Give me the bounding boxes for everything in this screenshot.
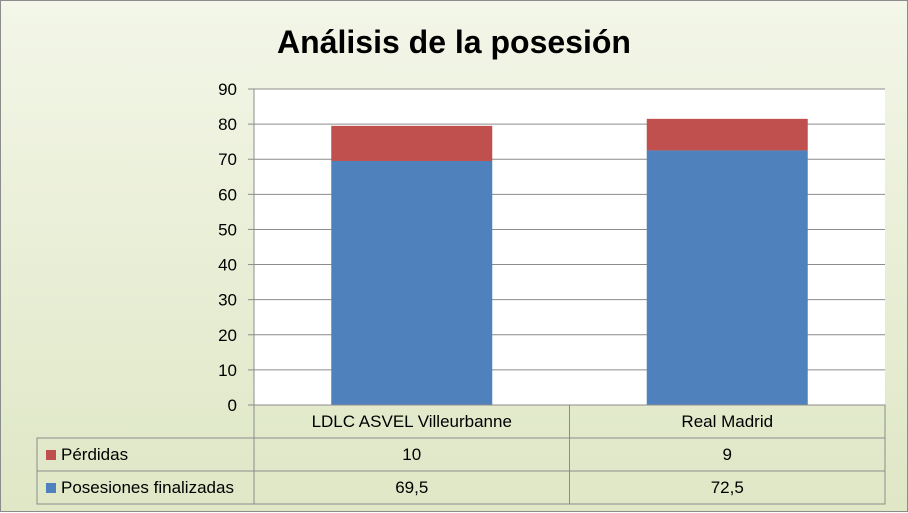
- legend-label: Posesiones finalizadas: [61, 478, 234, 497]
- y-axis: 0 10 20 30 40 50 60 70 80 90: [218, 80, 255, 415]
- bar-posesiones: [331, 160, 493, 405]
- y-tick-label: 20: [218, 326, 237, 345]
- bar-posesiones: [646, 150, 808, 405]
- data-label: 10: [402, 445, 421, 464]
- y-tick-label: 40: [218, 256, 237, 275]
- legend-swatch: [46, 450, 56, 460]
- bar-perdidas: [646, 118, 808, 151]
- y-tick-label: 30: [218, 291, 237, 310]
- x-tick-label: LDLC ASVEL Villeurbanne: [312, 412, 512, 431]
- x-tick-label: Real Madrid: [681, 412, 773, 431]
- bars: [331, 118, 808, 405]
- chart-title: Análisis de la posesión: [277, 24, 631, 60]
- y-tick-label: 70: [218, 150, 237, 169]
- y-tick-label: 50: [218, 220, 237, 239]
- data-label: 72,5: [711, 478, 744, 497]
- legend-label: Pérdidas: [61, 445, 128, 464]
- data-label: 69,5: [395, 478, 428, 497]
- table-row: [36, 437, 886, 472]
- table-row: [36, 470, 886, 505]
- y-tick-label: 60: [218, 185, 237, 204]
- y-tick-label: 10: [218, 361, 237, 380]
- y-tick-label: 90: [218, 80, 237, 99]
- data-label: 9: [723, 445, 732, 464]
- data-table: LDLC ASVEL Villeurbanne Real Madrid Pérdid…: [36, 404, 886, 505]
- y-tick-label: 80: [218, 115, 237, 134]
- legend-swatch: [46, 483, 56, 493]
- bar-perdidas: [331, 125, 493, 161]
- y-tick-label: 0: [228, 396, 237, 415]
